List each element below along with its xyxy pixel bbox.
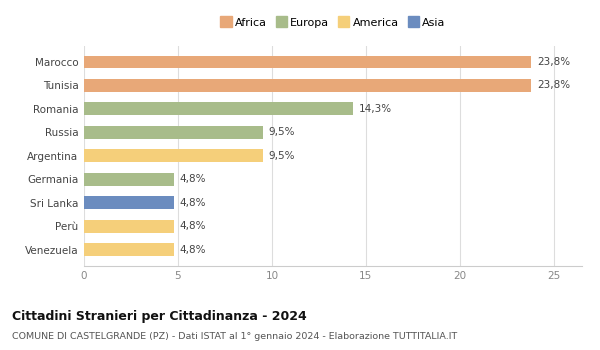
Text: 4,8%: 4,8% bbox=[180, 174, 206, 184]
Bar bbox=[84, 79, 531, 92]
Text: 14,3%: 14,3% bbox=[358, 104, 391, 114]
Text: 4,8%: 4,8% bbox=[180, 221, 206, 231]
Text: 4,8%: 4,8% bbox=[180, 198, 206, 208]
Bar bbox=[84, 126, 263, 139]
Text: COMUNE DI CASTELGRANDE (PZ) - Dati ISTAT al 1° gennaio 2024 - Elaborazione TUTTI: COMUNE DI CASTELGRANDE (PZ) - Dati ISTAT… bbox=[12, 332, 457, 341]
Bar bbox=[84, 149, 263, 162]
Text: 4,8%: 4,8% bbox=[180, 245, 206, 254]
Text: 9,5%: 9,5% bbox=[268, 151, 295, 161]
Bar bbox=[84, 220, 174, 232]
Text: 9,5%: 9,5% bbox=[268, 127, 295, 137]
Bar bbox=[84, 56, 531, 68]
Text: 23,8%: 23,8% bbox=[537, 57, 570, 67]
Text: Cittadini Stranieri per Cittadinanza - 2024: Cittadini Stranieri per Cittadinanza - 2… bbox=[12, 310, 307, 323]
Bar bbox=[84, 243, 174, 256]
Text: 23,8%: 23,8% bbox=[537, 80, 570, 90]
Bar bbox=[84, 173, 174, 186]
Bar bbox=[84, 196, 174, 209]
Bar bbox=[84, 103, 353, 115]
Legend: Africa, Europa, America, Asia: Africa, Europa, America, Asia bbox=[218, 16, 448, 31]
